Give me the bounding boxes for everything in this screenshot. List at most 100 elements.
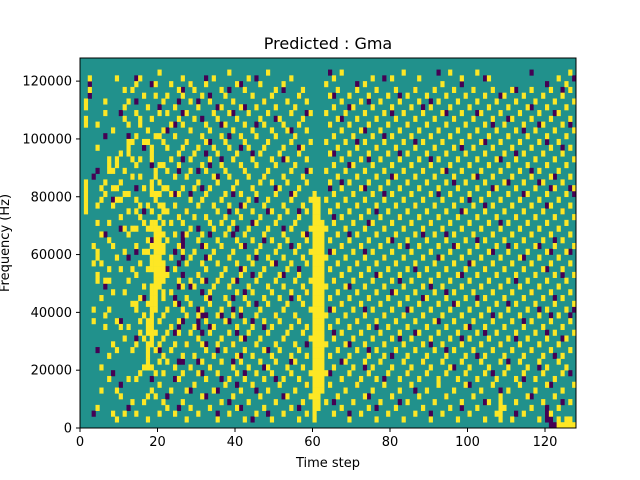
heatmap-cell-high — [153, 289, 158, 296]
heatmap-cell-high — [331, 277, 337, 284]
heatmap-cell-high — [471, 173, 476, 180]
heatmap-cell-high — [417, 75, 422, 82]
heatmap-cell-high — [452, 387, 457, 394]
heatmap-cell-high — [242, 295, 247, 302]
heatmap-cell-low — [347, 283, 352, 290]
heatmap-cell-low — [475, 237, 480, 244]
heatmap-cell-high — [335, 86, 340, 93]
heatmap-cell-low — [568, 370, 573, 377]
heatmap-cell-high — [448, 104, 453, 111]
heatmap-cell-high — [204, 243, 209, 250]
heatmap-cell-high — [494, 127, 499, 134]
heatmap-cell-high — [370, 387, 375, 394]
heatmap-cell-high — [188, 167, 193, 174]
heatmap-cell-low — [242, 243, 247, 250]
heatmap-cell-high — [490, 86, 495, 93]
heatmap-cell-high — [316, 393, 321, 400]
heatmap-cell-high — [452, 231, 457, 238]
heatmap-cell-high — [173, 231, 178, 238]
heatmap-cell-high — [250, 352, 255, 359]
heatmap-cell-high — [153, 266, 158, 273]
heatmap-cell-high — [502, 92, 507, 99]
heatmap-cell-high — [293, 341, 298, 348]
heatmap-cell-low — [219, 121, 224, 128]
heatmap-cell-high — [293, 387, 298, 394]
heatmap-cell-low — [215, 173, 220, 180]
heatmap-cell-low — [374, 208, 379, 215]
heatmap-cell-low — [444, 110, 449, 117]
heatmap-cell-high — [490, 173, 495, 180]
heatmap-cell-low — [529, 167, 534, 174]
heatmap-cell-high — [266, 110, 271, 117]
heatmap-cell-high — [490, 347, 495, 354]
heatmap-cell-high — [401, 341, 406, 348]
heatmap-cell-high — [506, 335, 511, 342]
heatmap-cell-high — [428, 306, 433, 313]
heatmap-cell-high — [122, 86, 127, 93]
heatmap-cell-high — [83, 202, 89, 209]
heatmap-cell-high — [440, 410, 445, 417]
heatmap-cell-high — [273, 219, 278, 226]
heatmap-cell-high — [568, 347, 573, 354]
heatmap-cell-high — [95, 254, 100, 261]
heatmap-cell-high — [405, 266, 410, 273]
heatmap-cell-high — [188, 127, 193, 134]
heatmap-cell-low — [366, 393, 371, 400]
heatmap-cell-high — [483, 179, 488, 186]
heatmap-cell-high — [320, 323, 325, 331]
heatmap-cell-high — [362, 312, 368, 319]
heatmap-cell-high — [308, 225, 313, 232]
heatmap-cell-low — [413, 329, 418, 336]
heatmap-cell-high — [223, 214, 228, 221]
heatmap-cell-high — [227, 410, 232, 417]
heatmap-cell-high — [320, 381, 325, 388]
heatmap-cell-high — [250, 156, 255, 163]
heatmap-cell-high — [568, 399, 573, 406]
heatmap-cell-high — [479, 167, 484, 174]
heatmap-cell-high — [153, 133, 158, 140]
heatmap-cell-high — [269, 92, 275, 99]
heatmap-cell-high — [149, 266, 154, 273]
heatmap-cell-high — [122, 225, 127, 232]
heatmap-cell-high — [169, 289, 174, 296]
heatmap-cell-high — [126, 98, 131, 105]
heatmap-cell-high — [250, 92, 255, 99]
heatmap-cell-high — [351, 133, 356, 140]
heatmap-cell-high — [432, 231, 437, 238]
heatmap-cell-low — [266, 347, 271, 354]
heatmap-cell-high — [153, 370, 158, 377]
heatmap-cell-high — [424, 370, 430, 377]
heatmap-cell-high — [297, 243, 302, 250]
heatmap-cell-high — [502, 404, 507, 411]
heatmap-cell-high — [227, 110, 232, 117]
heatmap-cell-high — [231, 364, 236, 371]
heatmap-cell-high — [366, 266, 371, 273]
heatmap-cell-high — [386, 121, 391, 128]
heatmap-cell-high — [401, 254, 406, 261]
heatmap-cell-high — [541, 150, 546, 157]
heatmap-cell-high — [537, 110, 542, 117]
heatmap-cell-high — [273, 190, 278, 198]
heatmap-cell-high — [335, 173, 340, 180]
heatmap-cell-high — [471, 318, 476, 325]
heatmap-cell-high — [320, 347, 325, 354]
heatmap-cell-high — [324, 110, 329, 117]
heatmap-cell-high — [417, 393, 422, 400]
heatmap-cell-high — [529, 404, 534, 411]
heatmap-cell-high — [95, 248, 100, 255]
heatmap-cell-low — [204, 393, 209, 400]
heatmap-cell-high — [95, 277, 100, 284]
heatmap-cell-high — [545, 104, 550, 111]
heatmap-cell-high — [486, 277, 492, 284]
heatmap-cell-high — [266, 283, 271, 290]
heatmap-cell-low — [444, 289, 449, 296]
heatmap-cell-low — [176, 260, 182, 267]
heatmap-cell-high — [525, 306, 530, 313]
heatmap-cell-high — [347, 150, 352, 157]
heatmap-cell-high — [390, 364, 395, 371]
heatmap-cell-high — [266, 225, 271, 232]
heatmap-cell-high — [362, 225, 368, 232]
heatmap-cell-high — [297, 150, 302, 157]
heatmap-cell-low — [347, 104, 352, 111]
heatmap-cell-high — [320, 364, 325, 371]
